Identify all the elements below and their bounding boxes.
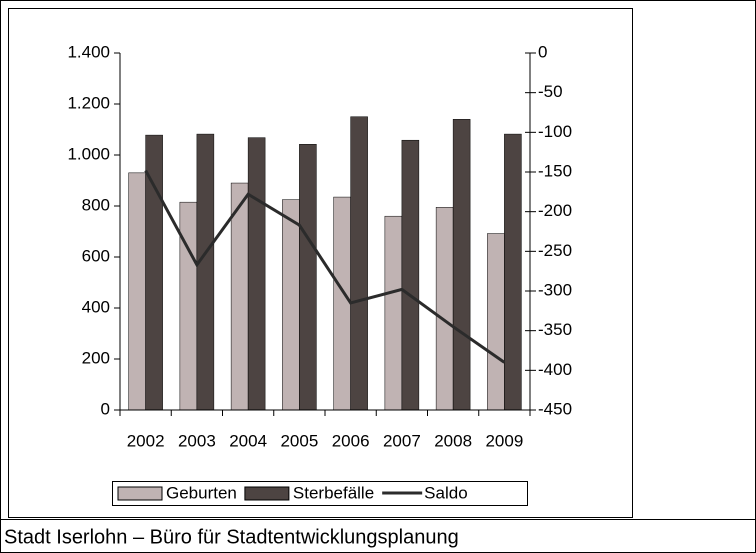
y2-tick-label: -150 [538, 161, 572, 180]
y2-tick-label: 0 [538, 42, 547, 61]
y-tick-label: 1.200 [67, 93, 110, 112]
x-tick-label: 2003 [178, 431, 216, 450]
y2-tick-label: -200 [538, 201, 572, 220]
bar [247, 137, 266, 411]
bar [384, 215, 403, 411]
y2-tick-label: -450 [538, 399, 572, 418]
legend-label: Geburten [166, 483, 237, 502]
line [144, 169, 506, 364]
bar [128, 172, 146, 411]
bar [299, 144, 317, 411]
y2-tick-label: -100 [538, 122, 572, 141]
bar [179, 201, 198, 411]
x-tick-label: 2004 [229, 431, 267, 450]
bar [435, 207, 454, 411]
bar [401, 139, 420, 411]
x-tick-label: 2008 [434, 431, 472, 450]
x-tick-label: 2005 [280, 431, 318, 450]
y-tick-label: 1.000 [67, 144, 110, 163]
y-tick-label: 200 [82, 348, 110, 367]
y2-tick-label: -350 [538, 320, 572, 339]
bar [452, 119, 471, 411]
legend-swatch [117, 486, 163, 501]
chart-frame [8, 8, 633, 518]
y2-tick-label: -300 [538, 280, 572, 299]
bar [487, 233, 505, 411]
y-tick-label: 400 [82, 297, 110, 316]
y2-tick-label: -250 [538, 241, 572, 260]
y2-tick-label: -400 [538, 360, 572, 379]
footer: Stadt Iserlohn – Büro für Stadtentwicklu… [4, 526, 459, 548]
x-tick-label: 2002 [127, 431, 165, 450]
bar [282, 199, 300, 411]
x-tick-label: 2006 [332, 431, 370, 450]
bar [230, 182, 249, 411]
y-tick-label: 800 [82, 195, 110, 214]
y2-tick-label: -50 [538, 82, 563, 101]
legend-label: Saldo [424, 483, 467, 502]
y-tick-label: 600 [82, 246, 110, 265]
y-tick-label: 0 [101, 399, 110, 418]
bar [350, 116, 368, 411]
y-tick-label: 1.400 [67, 42, 110, 61]
x-tick-label: 2009 [485, 431, 523, 450]
legend-label: Sterbefälle [293, 483, 374, 502]
legend-swatch [244, 486, 290, 501]
bar [196, 133, 215, 411]
bar [504, 133, 522, 411]
bar [333, 196, 351, 411]
x-tick-label: 2007 [383, 431, 421, 450]
legend-frame [112, 481, 528, 506]
